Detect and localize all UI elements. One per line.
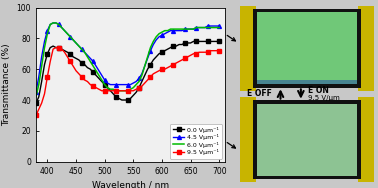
Y-axis label: Transmittance (%): Transmittance (%): [2, 43, 11, 126]
Bar: [253, 9, 361, 88]
6.0 Vμm⁻¹: [114, 90, 118, 92]
Bar: [257, 104, 357, 176]
6.0 Vμm⁻¹: [91, 65, 96, 67]
Legend: 0.0 Vμm⁻¹, 4.5 Vμm⁻¹, 6.0 Vμm⁻¹, 9.5 Vμm⁻¹: 0.0 Vμm⁻¹, 4.5 Vμm⁻¹, 6.0 Vμm⁻¹, 9.5 Vμm…: [170, 124, 222, 158]
6.0 Vμm⁻¹: [79, 48, 84, 50]
Line: 6.0 Vμm⁻¹: 6.0 Vμm⁻¹: [36, 23, 219, 97]
Bar: [240, 6, 256, 91]
Text: 9.5 V/μm: 9.5 V/μm: [308, 95, 340, 101]
Bar: [257, 104, 357, 176]
Bar: [257, 80, 357, 84]
6.0 Vμm⁻¹: [211, 27, 216, 29]
6.0 Vμm⁻¹: [194, 27, 198, 29]
Bar: [240, 97, 256, 182]
6.0 Vμm⁻¹: [131, 86, 136, 89]
Text: E OFF: E OFF: [247, 89, 272, 99]
Bar: [253, 100, 361, 179]
Text: E ON: E ON: [308, 86, 329, 95]
Bar: [257, 12, 357, 84]
Bar: [358, 6, 374, 91]
Bar: [358, 97, 374, 182]
X-axis label: Wavelength / nm: Wavelength / nm: [92, 181, 169, 188]
6.0 Vμm⁻¹: [34, 96, 38, 98]
6.0 Vμm⁻¹: [51, 22, 55, 24]
6.0 Vμm⁻¹: [217, 27, 222, 29]
